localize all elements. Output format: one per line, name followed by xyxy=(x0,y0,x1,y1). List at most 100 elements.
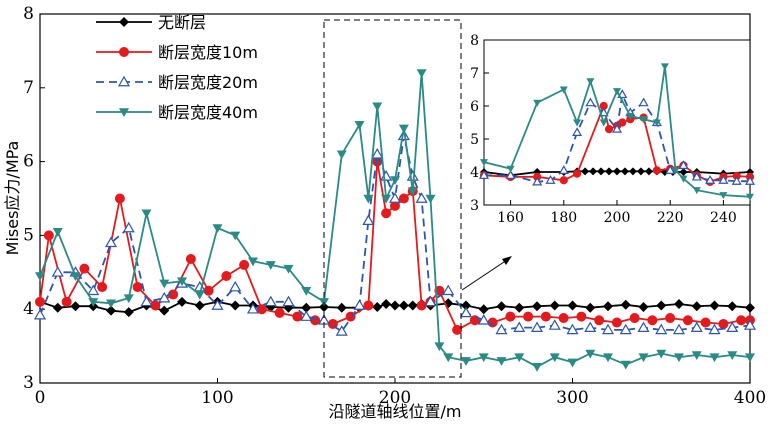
data-point xyxy=(700,317,711,328)
legend-item: 断层宽度20m xyxy=(96,73,258,92)
data-point xyxy=(496,357,507,366)
x-tick-label: 400 xyxy=(734,388,766,408)
data-point xyxy=(620,167,629,176)
data-point xyxy=(52,302,63,313)
data-point xyxy=(736,315,747,326)
main-axis-ticks: 0 100 200 300 400 3 4 5 6 7 8 xyxy=(23,4,766,408)
data-point xyxy=(718,175,729,184)
data-point xyxy=(300,310,313,321)
data-point xyxy=(585,302,596,313)
data-point xyxy=(461,357,471,366)
legend-label: 断层宽度10m xyxy=(158,43,258,62)
y-tick-label: 8 xyxy=(23,4,34,24)
data-point xyxy=(530,321,544,332)
data-point xyxy=(398,300,409,311)
data-point xyxy=(532,301,542,312)
series-4 xyxy=(35,69,755,372)
data-point xyxy=(709,353,720,363)
y-tick-label: 4 xyxy=(470,165,479,181)
data-point xyxy=(665,165,676,174)
data-point xyxy=(61,296,72,307)
y-tick-label: 3 xyxy=(470,198,479,214)
x-tick-label: 240 xyxy=(710,210,737,226)
data-point xyxy=(567,358,578,368)
data-point xyxy=(406,170,419,181)
data-point xyxy=(745,353,755,363)
data-point xyxy=(505,170,516,179)
data-point xyxy=(43,230,54,241)
data-point xyxy=(727,301,738,312)
legend-item: 无断层 xyxy=(96,13,206,32)
data-point xyxy=(434,342,445,352)
y-tick-label: 6 xyxy=(23,152,34,172)
data-point xyxy=(425,194,436,204)
y-axis-label: Mises应力/MPa xyxy=(3,141,22,256)
data-point xyxy=(691,351,702,360)
data-point xyxy=(674,299,684,310)
x-tick-label: 300 xyxy=(556,388,588,408)
series-line xyxy=(39,72,751,368)
data-point xyxy=(203,285,214,296)
data-point xyxy=(549,353,560,363)
data-point xyxy=(672,323,686,335)
data-point xyxy=(639,116,648,124)
data-point xyxy=(194,290,205,300)
data-point xyxy=(106,299,116,309)
data-point xyxy=(390,176,400,186)
data-point xyxy=(601,323,615,335)
data-point xyxy=(363,300,374,311)
data-point xyxy=(745,302,755,313)
data-point xyxy=(274,307,285,318)
data-point xyxy=(626,112,635,120)
data-point xyxy=(655,323,668,335)
data-point xyxy=(744,176,756,185)
data-point xyxy=(629,313,640,324)
legend-swatch-marker xyxy=(119,47,129,57)
data-point xyxy=(264,295,277,307)
data-point xyxy=(652,166,662,175)
data-point xyxy=(106,305,116,316)
data-point xyxy=(532,363,542,372)
data-point xyxy=(545,175,556,184)
data-point xyxy=(97,282,108,293)
data-point xyxy=(70,301,81,312)
data-point xyxy=(656,349,667,359)
y-tick-label: 6 xyxy=(470,99,479,115)
data-point xyxy=(194,300,205,311)
data-point xyxy=(506,165,515,173)
data-point xyxy=(620,299,631,310)
data-point xyxy=(35,272,45,281)
data-point xyxy=(585,97,596,107)
data-point xyxy=(246,302,260,314)
data-point xyxy=(709,300,720,311)
data-point xyxy=(638,301,649,312)
data-point xyxy=(407,187,418,197)
data-point xyxy=(398,193,409,204)
data-point xyxy=(51,266,64,277)
data-point xyxy=(584,321,597,332)
legend-swatch-marker xyxy=(119,108,129,117)
data-point xyxy=(678,160,689,169)
data-point xyxy=(567,300,578,311)
data-point xyxy=(573,119,582,127)
data-point xyxy=(177,277,187,287)
data-point xyxy=(532,176,543,186)
data-point xyxy=(523,311,534,322)
data-point xyxy=(603,353,613,363)
x-tick-label: 100 xyxy=(201,388,233,408)
data-point xyxy=(589,167,598,176)
data-point xyxy=(381,208,392,219)
data-point xyxy=(679,168,688,176)
data-point xyxy=(613,167,621,176)
data-point xyxy=(619,323,632,335)
zoom-region-box xyxy=(323,19,462,378)
y-tick-label: 5 xyxy=(23,225,34,245)
data-point xyxy=(230,300,241,311)
data-point xyxy=(644,167,653,176)
legend-swatch-marker xyxy=(119,17,129,27)
data-point xyxy=(594,315,605,326)
data-point xyxy=(177,296,187,307)
data-point xyxy=(513,321,526,332)
y-tick-label: 8 xyxy=(470,33,479,49)
